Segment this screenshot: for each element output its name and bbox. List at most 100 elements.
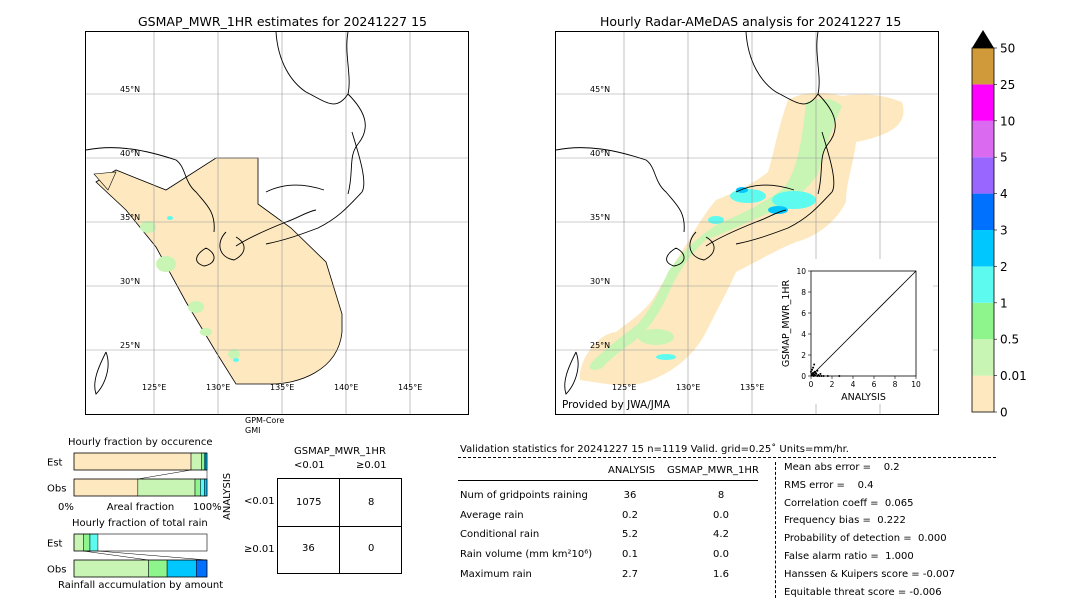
colorbar-segment xyxy=(972,120,994,158)
contingency-title: GSMAP_MWR_1HR xyxy=(294,446,386,457)
scatter-ytick-label: 2 xyxy=(801,351,806,360)
validation-col-analysis: ANALYSIS xyxy=(608,465,656,476)
bar-segment xyxy=(204,478,208,497)
validation-row-gsmap: 4.2 xyxy=(713,529,729,541)
scatter-point xyxy=(812,366,815,369)
validation-rule xyxy=(458,480,758,481)
colorbar-tick-label: 0 xyxy=(1000,406,1008,420)
occurrence-title: Hourly fraction by occurence xyxy=(68,437,213,448)
bar-xlabel: Areal fraction xyxy=(107,502,174,513)
scatter-plot: 0 2 4 6 8 10 0 2 4 6 8 10 ANALYSIS GSMAP_MWR_1HR xyxy=(781,267,921,403)
provider-credit: Provided by JWA/JMA xyxy=(562,399,671,411)
right-map: 45°N 40°N 35°N 30°N 25°N 125°E 130°E 135… xyxy=(555,31,939,415)
right-lon-label: 130°E xyxy=(676,383,700,392)
validation-row-label: Conditional rain xyxy=(460,529,540,541)
bar-xtick-left: 0% xyxy=(58,502,74,513)
validation-row-label: Rain volume (mm km²10⁶) xyxy=(460,549,593,561)
scatter-point xyxy=(811,368,814,371)
colorbar-tick-label: 10 xyxy=(1000,114,1015,128)
bar-segment xyxy=(137,478,196,497)
bar-category-label: Est xyxy=(47,458,63,469)
validation-row-label: Num of gridpoints raining xyxy=(460,490,588,501)
colorbar-tick-label: 5 xyxy=(1000,151,1008,165)
left-map-title: GSMAP_MWR_1HR estimates for 20241227 15 xyxy=(138,14,427,29)
bar-segment xyxy=(73,478,139,497)
scatter-ytick-label: 6 xyxy=(801,309,806,318)
bar-segment xyxy=(166,559,197,578)
left-lon-label: 145°E xyxy=(398,383,422,392)
colorbar-tick-label: 2 xyxy=(1000,260,1008,274)
left-lon-label: 140°E xyxy=(334,383,358,392)
contingency-row-ge: ≥0.01 xyxy=(244,544,275,555)
bar-segment xyxy=(200,478,205,497)
validation-score: Frequency bias = 0.222 xyxy=(784,515,906,527)
bar-frame xyxy=(73,452,208,471)
scatter-frame xyxy=(810,270,917,377)
left-lon-label: 130°E xyxy=(206,383,230,392)
bar-frame xyxy=(73,533,208,552)
left-map-canvas: 45°N 40°N 35°N 30°N 25°N 125°E 130°E 135… xyxy=(86,32,468,414)
validation-row-label: Maximum rain xyxy=(460,568,532,580)
scatter-ytick-label: 4 xyxy=(801,330,806,339)
scatter-point xyxy=(826,375,829,377)
colorbar-segment xyxy=(972,157,994,194)
validation-divider-vertical xyxy=(775,462,776,598)
scatter-point xyxy=(818,375,821,377)
validation-row-analysis: 2.7 xyxy=(622,568,638,580)
validation-score: Hanssen & Kuipers score = -0.007 xyxy=(784,568,956,580)
contingency-cell: 36 xyxy=(302,543,315,554)
scatter-point xyxy=(814,371,817,374)
left-lat-label: 35°N xyxy=(120,213,140,222)
bar-connector xyxy=(97,550,208,561)
bar-category-label: Obs xyxy=(47,565,66,576)
bar-xtick-right: 100% xyxy=(193,502,222,513)
contingency-col-lt: <0.01 xyxy=(294,460,325,471)
validation-score: Correlation coeff = 0.065 xyxy=(784,497,914,509)
contingency-grid: 1075 8 36 0 xyxy=(277,478,402,574)
scatter-ytick-label: 10 xyxy=(796,267,806,276)
colorbar-segment xyxy=(972,48,994,85)
colorbar-segment xyxy=(972,84,994,121)
left-lat-label: 30°N xyxy=(120,277,140,286)
bar-segment xyxy=(89,533,99,552)
validation-score: Probability of detection = 0.000 xyxy=(784,533,947,545)
left-map: 45°N 40°N 35°N 30°N 25°N 125°E 130°E 135… xyxy=(85,31,469,415)
total-rain-chart: Est Obs xyxy=(42,530,232,582)
colorbar-segment xyxy=(972,193,994,230)
colorbar-segment xyxy=(972,230,994,267)
validation-col-gsmap: GSMAP_MWR_1HR xyxy=(667,465,759,476)
scatter-point xyxy=(819,372,822,375)
scatter-point xyxy=(810,370,812,373)
right-lat-label: 45°N xyxy=(590,85,610,94)
scatter-xtick-label: 4 xyxy=(851,380,856,389)
scatter-diagonal xyxy=(810,270,917,377)
colorbar-tick-label: 50 xyxy=(1000,42,1015,56)
bar-category-label: Est xyxy=(47,539,63,550)
validation-row-gsmap: 8 xyxy=(717,490,725,501)
scatter-point xyxy=(822,375,825,377)
colorbar-tick-label: 3 xyxy=(1000,224,1008,238)
contingency-col-ge: ≥0.01 xyxy=(356,460,387,471)
colorbar-segment xyxy=(972,302,994,340)
bar-segment xyxy=(201,452,205,471)
colorbar-segment xyxy=(972,375,994,412)
bar-segment xyxy=(73,533,84,552)
colorbar-extend-triangle xyxy=(972,30,994,48)
scatter-xtick-label: 8 xyxy=(893,380,898,389)
left-lat-label: 45°N xyxy=(120,85,140,94)
right-lon-label: 125°E xyxy=(612,383,636,392)
validation-score: RMS error = 0.4 xyxy=(784,479,874,491)
scatter-xtick-label: 6 xyxy=(872,380,877,389)
bar-frame xyxy=(73,559,208,578)
colorbar-graphic: 50 25 10 5 4 3 2 1 0.5 0.01 0 xyxy=(971,30,1027,420)
bar-segment xyxy=(73,559,149,578)
right-lon-label: 135°E xyxy=(740,383,764,392)
sensor-note: GMI xyxy=(245,426,261,435)
contingency-row-axis: ANALYSIS xyxy=(222,472,233,520)
validation-score: Equitable threat score = -0.006 xyxy=(784,586,942,598)
colorbar-segment xyxy=(972,266,994,303)
bar-connector xyxy=(83,550,149,561)
colorbar-tick-label: 1 xyxy=(1000,296,1008,310)
validation-row-gsmap: 0.0 xyxy=(713,549,729,561)
scatter-inset: 0 2 4 6 8 10 0 2 4 6 8 10 ANALYSIS GSMAP_MWR_1HR xyxy=(778,259,933,404)
